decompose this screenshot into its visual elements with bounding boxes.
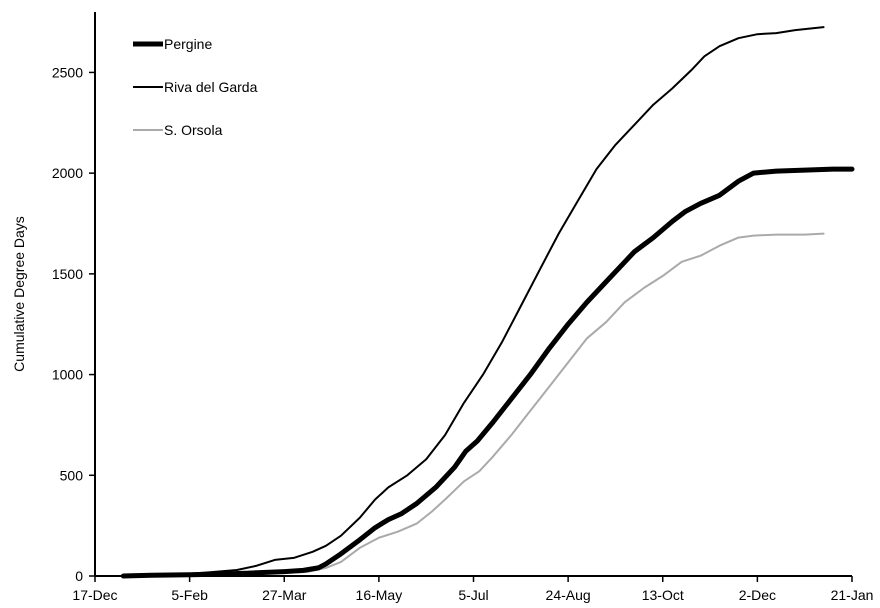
- y-tick-label: 0: [75, 568, 83, 584]
- series-line-1: [122, 26, 825, 577]
- series-lines: [120, 26, 855, 579]
- series-line-0: [120, 166, 855, 579]
- axes: [94, 12, 852, 577]
- y-tick-label: 500: [60, 467, 84, 483]
- y-tick-label: 1500: [52, 266, 83, 282]
- legend: Pergine Riva del Garda S. Orsola: [133, 36, 258, 138]
- x-tick-label: 24-Aug: [546, 587, 591, 603]
- legend-label: Riva del Garda: [164, 79, 258, 95]
- x-tick-label: 2-Dec: [739, 587, 776, 603]
- legend-label: S. Orsola: [164, 122, 223, 138]
- x-tick-label: 5-Feb: [171, 587, 208, 603]
- y-axis-label: Cumulative Degree Days: [11, 216, 27, 372]
- x-tick-label: 17-Dec: [72, 587, 117, 603]
- y-ticks: 0 500 1000 1500 2000 2500: [52, 64, 95, 584]
- x-tick-label: 5-Jul: [458, 587, 488, 603]
- x-tick-label: 21-Jan: [831, 587, 874, 603]
- x-tick-label: 13-Oct: [642, 587, 684, 603]
- y-tick-label: 2500: [52, 64, 83, 80]
- y-tick-label: 2000: [52, 165, 83, 181]
- legend-label: Pergine: [164, 36, 212, 52]
- x-tick-label: 27-Mar: [262, 587, 307, 603]
- y-tick-label: 1000: [52, 367, 83, 383]
- x-ticks: 17-Dec 5-Feb 27-Mar 16-May 5-Jul 24-Aug 13-Oct…: [72, 576, 873, 603]
- series-line-2: [122, 232, 825, 577]
- x-tick-label: 16-May: [356, 587, 403, 603]
